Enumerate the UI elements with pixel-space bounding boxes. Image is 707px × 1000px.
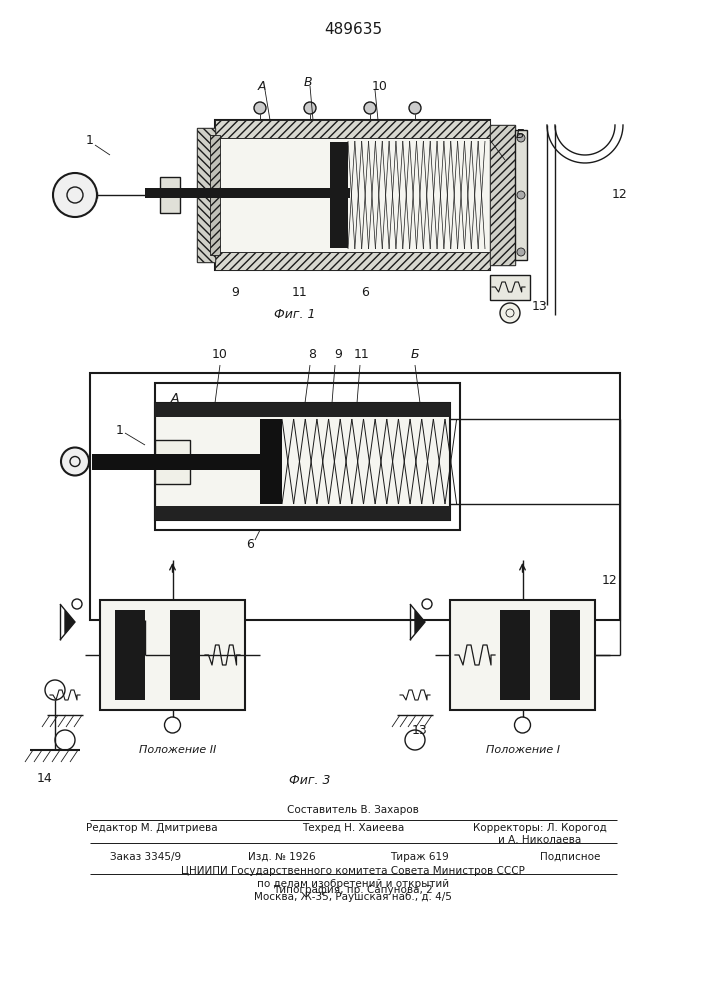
Bar	[100, 600, 245, 710]
Text: Изд. № 1926: Изд. № 1926	[248, 852, 315, 862]
Text: В: В	[304, 76, 312, 89]
Circle shape	[61, 448, 89, 476]
Text: Б: Б	[515, 128, 525, 141]
Text: Техред Н. Хаиеева: Техред Н. Хаиеева	[302, 823, 404, 833]
Bar	[215, 120, 490, 138]
Bar	[515, 130, 527, 260]
Circle shape	[517, 191, 525, 199]
Bar	[215, 120, 490, 270]
Text: А: А	[258, 80, 267, 93]
Text: 12: 12	[602, 574, 618, 586]
Text: Москва, Ж-35, Раушская наб., д. 4/5: Москва, Ж-35, Раушская наб., д. 4/5	[254, 892, 452, 902]
Text: 11: 11	[354, 349, 370, 361]
Text: 14: 14	[37, 772, 53, 784]
Text: Заказ 3345/9: Заказ 3345/9	[110, 852, 181, 862]
Polygon shape	[415, 610, 425, 634]
Bar	[500, 610, 530, 700]
Circle shape	[409, 102, 421, 114]
Text: Составитель В. Захаров: Составитель В. Захаров	[287, 805, 419, 815]
Text: 8: 8	[308, 349, 316, 361]
Bar	[197, 128, 215, 262]
Bar	[215, 252, 490, 270]
Bar	[260, 419, 282, 504]
Bar	[115, 610, 145, 700]
Bar	[145, 188, 350, 198]
Circle shape	[53, 173, 97, 217]
Circle shape	[254, 102, 266, 114]
Bar	[197, 128, 215, 262]
Text: 6: 6	[361, 286, 369, 298]
Text: по делам изобретений и открытий: по делам изобретений и открытий	[257, 879, 449, 889]
Bar	[550, 610, 580, 700]
Circle shape	[364, 102, 376, 114]
Text: Положение II: Положение II	[139, 745, 216, 755]
Bar	[450, 600, 595, 710]
Bar	[210, 135, 220, 255]
Text: 11: 11	[292, 286, 308, 298]
Bar	[490, 125, 515, 265]
Bar	[490, 275, 530, 300]
Text: 10: 10	[212, 349, 228, 361]
Text: 13: 13	[532, 300, 548, 314]
Text: Типография, пр. Сапунова, 2: Типография, пр. Сапунова, 2	[273, 885, 433, 895]
Text: Подписное: Подписное	[540, 852, 600, 862]
Text: А: А	[171, 391, 180, 404]
Text: Б: Б	[411, 349, 419, 361]
Circle shape	[500, 303, 520, 323]
Bar	[155, 440, 190, 484]
Text: 6: 6	[246, 538, 254, 552]
Bar	[215, 138, 490, 252]
Text: 1: 1	[116, 424, 124, 436]
Text: Положение I: Положение I	[486, 745, 559, 755]
Bar	[170, 610, 200, 700]
Circle shape	[517, 134, 525, 142]
Bar	[330, 142, 348, 248]
Circle shape	[517, 248, 525, 256]
Text: 1: 1	[86, 133, 94, 146]
Bar	[500, 643, 530, 667]
Text: 13: 13	[412, 724, 428, 736]
Bar	[155, 403, 450, 520]
Bar	[155, 506, 450, 520]
Polygon shape	[65, 610, 75, 634]
Text: 9: 9	[334, 349, 342, 361]
Bar	[115, 643, 145, 667]
Text: Редактор М. Дмитриева: Редактор М. Дмитриева	[86, 823, 218, 833]
Circle shape	[304, 102, 316, 114]
Text: ЦНИИПИ Государственного комитета Совета Министров СССР: ЦНИИПИ Государственного комитета Совета …	[181, 866, 525, 876]
Text: Фиг. 1: Фиг. 1	[274, 308, 316, 322]
Text: 489635: 489635	[324, 22, 382, 37]
Text: и А. Николаева: и А. Николаева	[498, 835, 582, 845]
Bar	[92, 454, 275, 470]
Bar	[170, 643, 200, 667]
Text: 12: 12	[612, 188, 628, 202]
Bar	[90, 373, 620, 620]
Text: Фиг. 3: Фиг. 3	[289, 774, 331, 786]
Text: 10: 10	[372, 80, 388, 93]
Bar	[490, 125, 515, 265]
Bar	[155, 403, 450, 417]
Text: 9: 9	[231, 286, 239, 298]
Text: Тираж 619: Тираж 619	[390, 852, 449, 862]
Bar	[155, 383, 460, 530]
Bar	[550, 643, 580, 667]
Text: Корректоры: Л. Корогод: Корректоры: Л. Корогод	[473, 823, 607, 833]
Bar	[160, 177, 180, 213]
